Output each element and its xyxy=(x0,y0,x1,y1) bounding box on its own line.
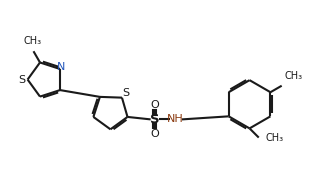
Text: O: O xyxy=(150,129,159,139)
Text: O: O xyxy=(150,100,159,110)
Text: CH₃: CH₃ xyxy=(24,36,42,46)
Text: CH₃: CH₃ xyxy=(266,133,284,142)
Text: S: S xyxy=(150,113,159,126)
Text: S: S xyxy=(123,88,130,98)
Text: N: N xyxy=(57,62,66,72)
Text: NH: NH xyxy=(167,114,184,124)
Text: CH₃: CH₃ xyxy=(284,71,302,81)
Text: S: S xyxy=(19,74,25,85)
